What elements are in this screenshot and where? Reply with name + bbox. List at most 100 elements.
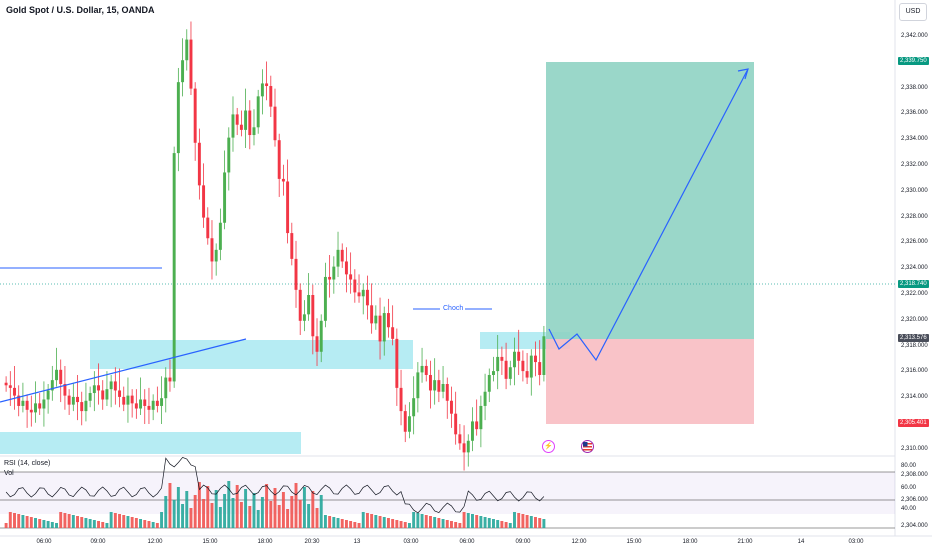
- candle-body: [508, 367, 512, 379]
- symbol-title[interactable]: Gold Spot / U.S. Dollar, 15, OANDA: [6, 5, 155, 15]
- candle: [521, 350, 525, 382]
- volume-bar: [382, 517, 386, 528]
- volume-bar: [80, 517, 84, 528]
- candle-body: [332, 266, 336, 280]
- candle: [403, 404, 407, 443]
- lightning-icon[interactable]: ⚡: [542, 440, 555, 453]
- volume-bar: [97, 521, 101, 528]
- candle: [391, 305, 395, 346]
- candle: [374, 305, 378, 330]
- candle-body: [479, 405, 483, 430]
- candle-body: [521, 360, 525, 372]
- candle: [46, 384, 50, 414]
- time-axis-label: 14: [797, 539, 805, 545]
- candle: [214, 243, 218, 276]
- volume-bar: [424, 515, 428, 528]
- candle-body: [244, 110, 248, 130]
- volume-bar: [269, 501, 273, 528]
- volume-bar: [248, 506, 252, 528]
- candle-body: [13, 387, 16, 396]
- candle-body: [462, 443, 466, 453]
- drawing-lines[interactable]: [0, 68, 749, 403]
- time-axis-label: 12:00: [571, 539, 587, 545]
- candle: [17, 385, 21, 417]
- candle-body: [67, 395, 71, 405]
- candle: [139, 377, 143, 415]
- candle-body: [143, 399, 147, 406]
- candle-body: [113, 381, 117, 391]
- candle: [67, 389, 71, 415]
- volume-bar: [441, 519, 445, 528]
- volume-bar: [458, 523, 462, 528]
- candle: [500, 346, 504, 375]
- candle: [50, 365, 54, 401]
- candle: [143, 389, 147, 424]
- candle-body: [492, 371, 495, 375]
- volume-bar: [416, 513, 420, 528]
- volume-bar: [34, 518, 37, 528]
- candle: [416, 362, 420, 413]
- volume-bar: [25, 516, 29, 528]
- candle: [160, 376, 164, 424]
- price-axis-label: 2,304.000: [901, 523, 928, 530]
- candle-body: [290, 233, 294, 259]
- candle-body: [437, 380, 441, 392]
- volume-bar: [130, 517, 134, 528]
- candle: [319, 314, 323, 363]
- candle-body: [542, 336, 546, 375]
- candle: [84, 382, 88, 422]
- currency-button[interactable]: USD: [899, 3, 927, 21]
- candle-body: [534, 355, 537, 363]
- candle-body: [71, 396, 75, 405]
- long-position-tool[interactable]: [0, 62, 895, 424]
- candle-body: [483, 391, 487, 406]
- candle: [273, 88, 277, 147]
- candle-body: [8, 385, 12, 388]
- stop-zone: [546, 339, 754, 424]
- candle: [496, 334, 500, 390]
- price-axis-label: 2,324.000: [901, 265, 928, 272]
- candle-body: [328, 276, 332, 280]
- volume-bar: [538, 518, 542, 528]
- candle-body: [294, 258, 298, 290]
- volume-bar: [59, 512, 63, 528]
- choch-label: Choch: [443, 305, 464, 312]
- candle-body: [206, 217, 210, 239]
- candle: [109, 374, 113, 408]
- volume-bar: [281, 492, 285, 528]
- candle-body: [353, 279, 357, 293]
- candle: [122, 386, 126, 412]
- candle-body: [42, 399, 46, 409]
- rsi-legend[interactable]: RSI (14, close): [4, 460, 51, 467]
- candle-body: [88, 393, 92, 401]
- us-flag-icon[interactable]: [581, 440, 594, 453]
- candle: [361, 283, 365, 315]
- volume-bar: [239, 502, 243, 528]
- candle: [227, 127, 231, 191]
- candle: [290, 222, 294, 266]
- volume-bar: [529, 516, 533, 528]
- volume-bar: [105, 523, 109, 528]
- candle: [34, 381, 37, 423]
- vol-legend[interactable]: Vol: [4, 470, 14, 477]
- candle-body: [193, 88, 197, 143]
- candle-body: [38, 403, 42, 409]
- volume-bar: [256, 510, 260, 528]
- candle: [168, 359, 172, 392]
- candle: [181, 38, 185, 97]
- candle: [118, 368, 122, 408]
- volume-bar: [386, 518, 390, 528]
- candle-body: [471, 421, 474, 441]
- candle: [113, 367, 117, 405]
- price-axis-label: 2,338.000: [901, 84, 928, 91]
- volume-bar: [407, 523, 411, 528]
- stop-price-badge: 2,305.401: [898, 419, 929, 427]
- candle-body: [365, 289, 369, 306]
- candle: [164, 367, 168, 413]
- candle: [265, 61, 269, 101]
- volume-bar: [391, 519, 395, 528]
- volume-bar: [84, 518, 88, 528]
- candle-body: [260, 83, 264, 97]
- volume-bar: [88, 519, 92, 528]
